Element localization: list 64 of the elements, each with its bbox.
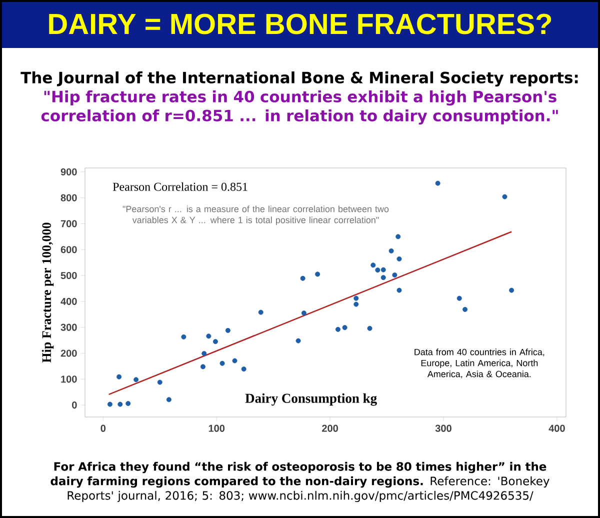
point [202,351,207,356]
point [396,256,402,262]
point [456,296,462,301]
chart-subtitle: The Journal of the International Bone & Mineral Society reports: [20,71,578,87]
x-axis-title: Dairy Consumption kg [245,393,377,406]
point [134,377,139,382]
point [126,401,131,406]
point [181,334,186,340]
point [296,338,301,344]
y-tick-label: 0 [72,402,77,409]
point [225,328,230,333]
x-tick-label: 0 [100,424,106,432]
point [354,296,359,301]
y-tick-label: 200 [60,350,77,357]
y-tick-label: 300 [60,324,77,331]
point [462,306,468,312]
point [380,275,386,280]
annotation: "Pearson's r ... is a measure of the linear correlation between two variables X & Y ... where 1 is total positive linear correlation" [122,206,389,225]
chart-title: DAIRY = MORE BONE FRACTURES? [49,14,552,34]
point [107,402,112,407]
point [301,310,306,316]
point [392,272,398,278]
point [335,326,340,332]
y-tick-label: 800 [60,194,77,202]
point [375,268,380,273]
x-tick-label: 400 [548,424,565,432]
x-tick-label: 200 [322,424,338,432]
y-tick-label: 400 [60,298,77,305]
point [367,326,372,331]
x-tick-label: 100 [208,424,225,432]
y-tick-label: 600 [60,246,77,254]
point [166,397,172,402]
point [241,366,246,372]
text: "Hip fracture rates in 40 countries exhibit a high Pearson's correlation of r=0.851 ... in relation to dairy consumption." [41,90,558,125]
point [396,288,402,293]
point [388,248,394,254]
point [258,310,264,315]
point [157,380,162,385]
y-tick-label: 900 [60,168,77,176]
point [212,339,218,344]
point [354,302,359,307]
y-tick-label: 500 [60,272,77,280]
point [315,272,320,277]
y-tick-label: 100 [61,376,77,383]
annotation: Pearson Correlation = 0.851 [112,182,248,191]
point [509,288,514,293]
point [116,374,122,380]
x-tick-label: 300 [435,424,452,432]
text: For Africa they found “the risk of osteoporosis to be 80 times higher” in the dairy farming regions compared to the non-dairy regions. Reference: 'Bonekey Reports' journal, 2016; 5: 803; www.ncbi.nlm.nih.gov/pmc/articles/PMC4926535/ [50,462,550,502]
point [200,364,206,370]
y-axis-title: Hip Fracture per 100,000 [42,222,54,363]
point [435,180,440,186]
point [206,334,212,339]
point [342,325,348,330]
annotation: Data from 40 countries in Africa, Europe, Latin America, North America, Asia & Oceania. [414,348,544,378]
point [232,358,238,364]
point [502,194,508,200]
point [380,267,386,272]
point [300,276,306,281]
point [220,360,225,366]
point [370,262,376,268]
point [118,402,123,407]
y-tick-label: 700 [60,220,77,228]
point [396,234,401,240]
